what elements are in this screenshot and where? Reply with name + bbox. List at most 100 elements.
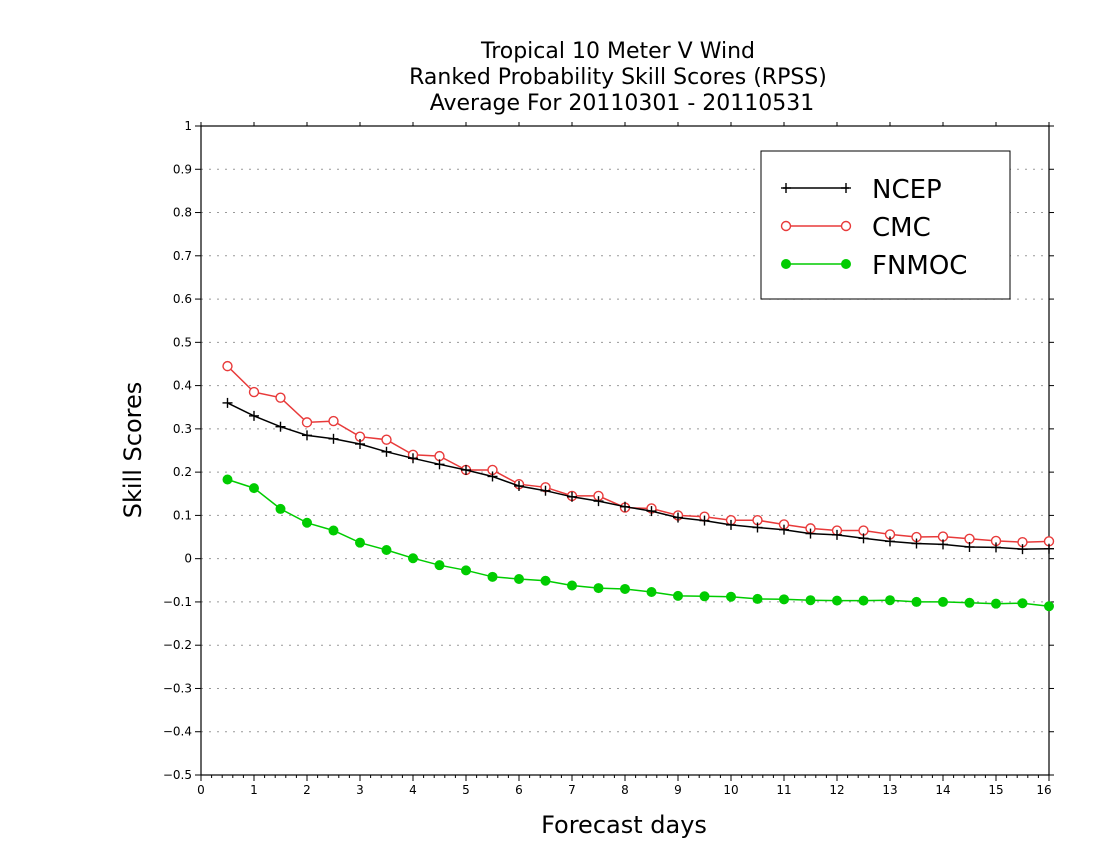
data-point-fnmoc	[1044, 601, 1054, 612]
data-point-fnmoc	[249, 483, 259, 494]
y-tick-label: −0.3	[163, 681, 192, 695]
data-point-fnmoc	[964, 597, 975, 608]
data-point-ncep	[779, 524, 789, 535]
data-point-fnmoc	[408, 553, 418, 564]
x-tick-label: 12	[829, 783, 844, 797]
data-point-fnmoc	[275, 503, 286, 514]
x-tick-label: 0	[197, 783, 205, 797]
legend-marker-fnmoc	[781, 259, 791, 269]
x-tick-label: 4	[409, 783, 417, 797]
y-tick-label: 0.9	[173, 162, 192, 176]
x-tick-label: 2	[303, 783, 311, 797]
data-point-ncep	[805, 528, 816, 539]
x-tick-label: 1	[250, 783, 258, 797]
series-line-cmc	[226, 365, 1050, 543]
data-series	[222, 360, 1055, 612]
data-point-ncep	[593, 496, 604, 507]
data-point-ncep	[832, 529, 842, 540]
data-point-fnmoc	[779, 594, 789, 605]
data-point-fnmoc	[355, 537, 365, 548]
series-line-fnmoc	[227, 478, 1050, 608]
legend-marker-fnmoc	[841, 259, 851, 269]
legend-marker-ncep	[841, 183, 851, 193]
data-point-cmc	[434, 450, 445, 462]
x-tick-label: 14	[935, 783, 950, 797]
legend-marker-ncep	[781, 183, 791, 193]
data-point-ncep	[514, 480, 524, 491]
y-tick-label: 0.5	[173, 335, 192, 349]
data-point-fnmoc	[911, 596, 922, 607]
data-point-fnmoc	[328, 525, 339, 536]
data-point-cmc	[248, 386, 260, 398]
data-point-ncep	[938, 539, 948, 550]
y-tick-label: 0	[184, 552, 192, 566]
legend-entry-cmc: CMC	[780, 213, 931, 243]
data-point-fnmoc	[302, 517, 312, 528]
data-point-fnmoc	[673, 590, 683, 601]
data-point-ncep	[222, 397, 233, 408]
data-point-ncep	[487, 471, 498, 482]
x-tick-label: 8	[621, 783, 629, 797]
y-tick-label: 0.3	[173, 422, 192, 436]
data-point-ncep	[461, 464, 471, 475]
data-point-ncep	[275, 421, 286, 432]
x-tick-label: 13	[882, 783, 897, 797]
legend-marker-cmc	[840, 220, 852, 232]
data-point-fnmoc	[461, 565, 471, 576]
legend-label-cmc: CMC	[872, 213, 931, 243]
title-line-3: Average For 20110301 - 20110531	[430, 91, 815, 116]
data-point-cmc	[381, 434, 392, 445]
legend-box	[760, 150, 1011, 300]
y-tick-label: 0.4	[173, 379, 192, 393]
data-point-cmc	[222, 360, 233, 372]
data-point-cmc	[275, 392, 286, 403]
data-point-ncep	[381, 446, 392, 457]
data-point-ncep	[699, 515, 710, 526]
data-point-ncep	[567, 491, 577, 502]
x-tick-label: 7	[568, 783, 576, 797]
data-point-ncep	[911, 538, 922, 549]
y-tick-label: −0.5	[163, 768, 192, 782]
legend-marker-cmc	[780, 220, 792, 232]
data-point-ncep	[646, 506, 657, 517]
data-point-cmc	[301, 417, 313, 428]
data-point-fnmoc	[832, 595, 842, 606]
data-point-ncep	[249, 410, 259, 421]
legend-label-fnmoc: FNMOC	[872, 251, 967, 281]
data-point-fnmoc	[567, 580, 577, 591]
y-tick-label: 0.2	[173, 465, 192, 479]
x-tick-label: 3	[356, 783, 364, 797]
y-tick-label: 0.1	[173, 508, 192, 522]
data-point-ncep	[302, 430, 312, 441]
data-point-fnmoc	[726, 591, 736, 602]
data-point-fnmoc	[222, 474, 233, 485]
data-point-fnmoc	[699, 591, 710, 602]
data-point-ncep	[540, 485, 551, 496]
legend-entry-ncep: NCEP	[781, 175, 942, 205]
x-tick-label: 15	[988, 783, 1003, 797]
data-point-fnmoc	[487, 571, 498, 582]
legend: NCEP CMC FNMOC	[760, 150, 1011, 300]
series-cmc	[222, 360, 1055, 548]
x-tick-label: 6	[515, 783, 523, 797]
data-point-ncep	[726, 519, 736, 530]
title-line-2: Ranked Probability Skill Scores (RPSS)	[409, 65, 827, 90]
data-point-fnmoc	[514, 574, 524, 585]
x-tick-label: 11	[776, 783, 791, 797]
x-tick-label: 10	[723, 783, 738, 797]
data-point-fnmoc	[885, 595, 895, 606]
y-tick-label: 1	[184, 119, 192, 133]
y-tick-label: 0.7	[173, 249, 192, 263]
data-point-fnmoc	[752, 593, 763, 604]
data-point-ncep	[858, 533, 869, 544]
data-point-ncep	[434, 459, 445, 470]
series-line-ncep	[227, 402, 1050, 550]
data-point-ncep	[673, 512, 683, 523]
legend-label-ncep: NCEP	[872, 175, 942, 205]
x-tick-label: 16	[1036, 783, 1051, 797]
data-point-cmc	[964, 533, 975, 544]
data-point-fnmoc	[938, 596, 948, 607]
data-point-ncep	[408, 453, 418, 464]
data-point-fnmoc	[991, 598, 1001, 609]
x-axis-label: Forecast days	[541, 811, 707, 839]
